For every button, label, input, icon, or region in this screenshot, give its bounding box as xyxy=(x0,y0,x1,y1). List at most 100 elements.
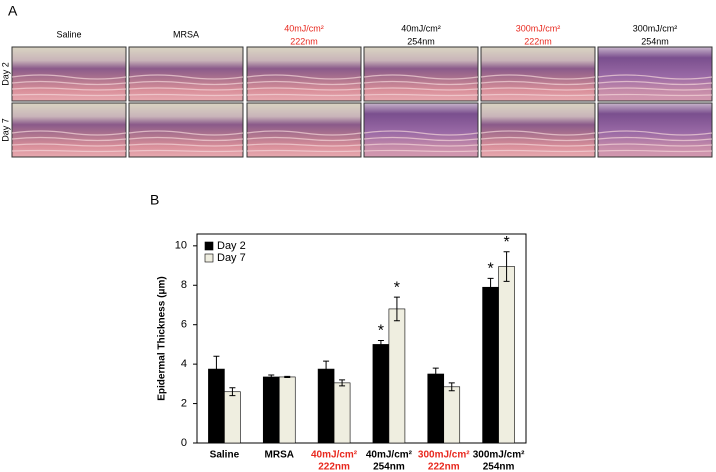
bar xyxy=(443,386,461,444)
bar xyxy=(388,308,406,444)
tissue-texture xyxy=(246,87,362,91)
x-tick-label: 300mJ/cm² xyxy=(418,450,470,461)
bar xyxy=(224,391,241,444)
x-tick-label: 222nm xyxy=(428,462,460,472)
histology-image xyxy=(363,46,479,102)
x-tick-label: 254nm xyxy=(373,462,405,472)
bar xyxy=(278,376,296,444)
tissue-texture xyxy=(11,149,127,153)
tissue-texture xyxy=(11,80,127,86)
tissue-texture xyxy=(128,130,244,136)
column-label: 222nm xyxy=(290,36,318,46)
error-bar xyxy=(487,277,494,297)
error-bar xyxy=(284,375,291,379)
tissue-texture xyxy=(480,93,596,97)
legend-label: Day 7 xyxy=(217,252,246,264)
tissue-texture xyxy=(363,87,479,91)
error-bar xyxy=(213,355,220,383)
histology-image xyxy=(597,46,713,102)
tissue-texture xyxy=(11,136,127,142)
tissue-texture xyxy=(11,143,127,147)
significance-mark: * xyxy=(487,261,493,278)
histology-image xyxy=(128,46,244,102)
bar xyxy=(372,344,390,444)
error-bar xyxy=(393,296,400,322)
x-tick-label: Saline xyxy=(210,450,240,461)
bar xyxy=(427,373,445,444)
tissue-texture xyxy=(363,136,479,142)
bar xyxy=(262,376,280,444)
histology-image xyxy=(246,46,362,102)
legend-swatch xyxy=(204,253,214,263)
legend-label: Day 2 xyxy=(217,240,246,252)
tissue-texture xyxy=(597,74,713,80)
y-tick-label: 10 xyxy=(175,240,187,252)
y-tick-label: 0 xyxy=(181,437,187,449)
significance-mark: * xyxy=(378,323,384,340)
tissue-texture xyxy=(128,143,244,147)
column-label: 40mJ/cm² xyxy=(401,23,441,33)
x-tick-label: 222nm xyxy=(318,462,350,472)
x-tick-label: 254nm xyxy=(483,462,515,472)
error-bar xyxy=(323,360,330,378)
y-tick-label: 4 xyxy=(181,358,187,370)
tissue-texture xyxy=(363,130,479,136)
tissue-texture xyxy=(11,87,127,91)
bar xyxy=(317,368,335,444)
plot-frame xyxy=(196,233,527,444)
error-bar xyxy=(268,374,275,380)
tissue-texture xyxy=(246,136,362,142)
legend-swatch xyxy=(204,241,214,251)
bar xyxy=(498,266,515,444)
error-bar xyxy=(448,382,455,392)
tissue-texture xyxy=(597,143,713,147)
tissue-texture xyxy=(363,74,479,80)
tissue-texture xyxy=(246,80,362,86)
significance-mark: * xyxy=(503,234,509,251)
row-label: Day 2 xyxy=(0,62,10,86)
tissue-texture xyxy=(480,74,596,80)
tissue-texture xyxy=(480,80,596,86)
tissue-texture xyxy=(128,136,244,142)
tissue-texture xyxy=(480,87,596,91)
tissue-texture xyxy=(363,149,479,153)
y-axis-label: Epidermal Thickness (μm) xyxy=(157,276,168,401)
tissue-texture xyxy=(246,74,362,80)
histology-image xyxy=(246,102,362,158)
column-label: Saline xyxy=(56,29,81,39)
column-label: MRSA xyxy=(173,29,199,39)
tissue-texture xyxy=(597,93,713,97)
tissue-texture xyxy=(597,149,713,153)
tissue-texture xyxy=(128,80,244,86)
tissue-texture xyxy=(11,130,127,136)
tissue-texture xyxy=(363,93,479,97)
error-bar xyxy=(339,379,346,387)
tissue-texture xyxy=(246,93,362,97)
tissue-texture xyxy=(480,143,596,147)
x-tick-label: MRSA xyxy=(265,450,294,461)
panel-label: A xyxy=(8,3,18,19)
x-tick-label: 300mJ/cm² xyxy=(473,450,525,461)
tissue-texture xyxy=(128,74,244,80)
tissue-texture xyxy=(480,130,596,136)
histology-image xyxy=(480,102,596,158)
tissue-texture xyxy=(128,93,244,97)
tissue-texture xyxy=(246,130,362,136)
tissue-texture xyxy=(480,149,596,153)
error-bar xyxy=(377,339,384,349)
tissue-texture xyxy=(128,149,244,153)
y-tick-label: 6 xyxy=(181,319,187,331)
histology-image xyxy=(11,46,127,102)
column-label: 40mJ/cm² xyxy=(284,23,324,33)
histology-image xyxy=(480,46,596,102)
tissue-texture xyxy=(597,80,713,86)
column-label: 300mJ/cm² xyxy=(516,23,561,33)
column-label: 222nm xyxy=(524,36,552,46)
error-bar xyxy=(432,367,439,381)
bar xyxy=(482,286,499,444)
tissue-texture xyxy=(597,87,713,91)
tissue-texture xyxy=(11,74,127,80)
panel-label: B xyxy=(150,192,159,208)
histology-image xyxy=(11,102,127,158)
